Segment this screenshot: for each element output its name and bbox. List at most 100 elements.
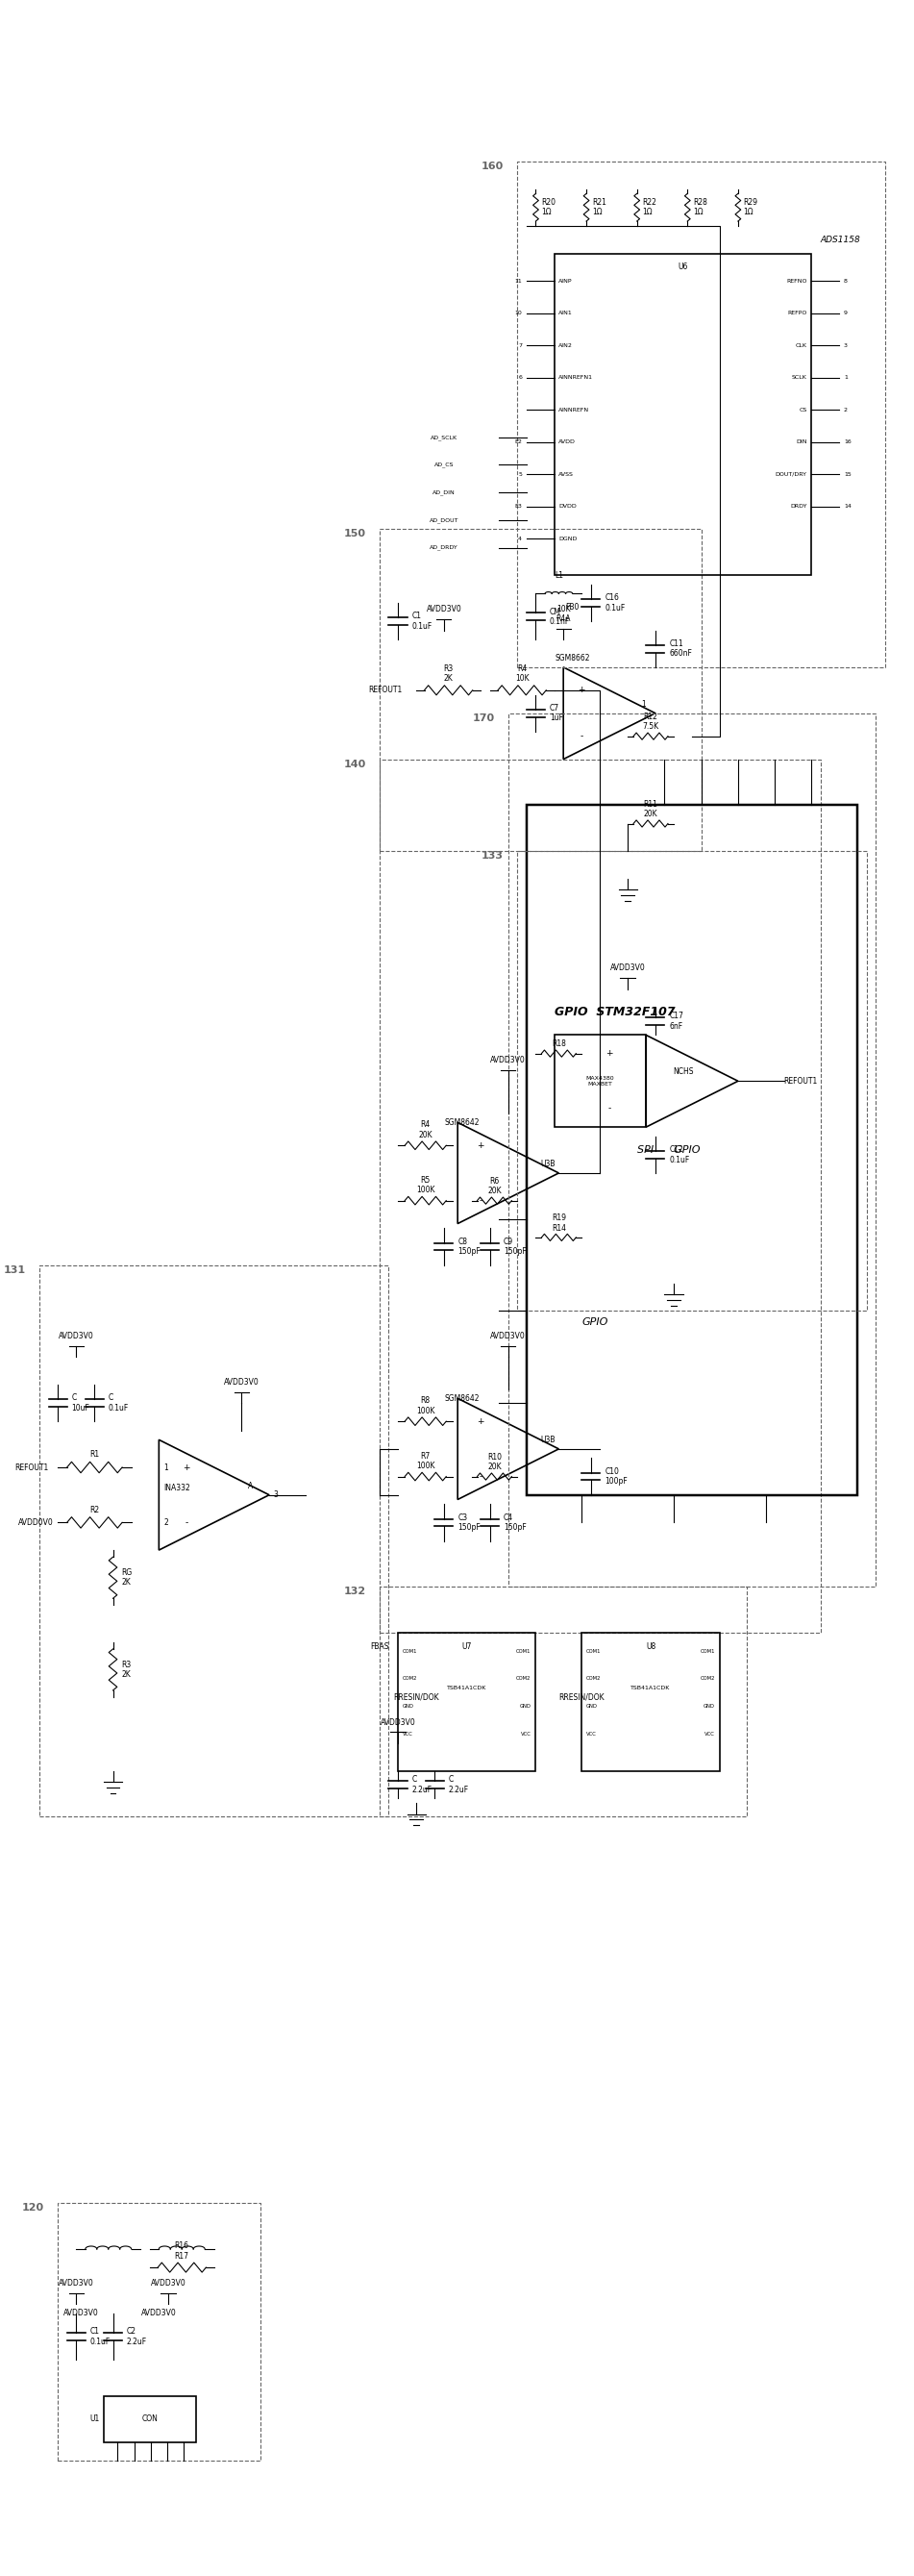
Text: TSB41A1CDK: TSB41A1CDK xyxy=(631,1685,671,1690)
Text: AVDD3V0: AVDD3V0 xyxy=(63,2308,99,2318)
Text: RG
2K: RG 2K xyxy=(122,1569,132,1587)
Text: FB0: FB0 xyxy=(566,603,579,611)
Text: 14: 14 xyxy=(844,505,851,507)
Text: REFPO: REFPO xyxy=(787,312,807,317)
Text: 10K
R4A: 10K R4A xyxy=(556,605,571,623)
Text: GND: GND xyxy=(704,1705,715,1708)
Bar xyxy=(379,528,701,850)
Text: CM
0.1nF: CM 0.1nF xyxy=(549,608,570,626)
Text: C2
2.2uF: C2 2.2uF xyxy=(127,2326,147,2347)
Text: R3
2K: R3 2K xyxy=(443,665,453,683)
Text: U3B: U3B xyxy=(540,1159,556,1167)
Text: C9
150pF: C9 150pF xyxy=(504,1236,526,1257)
Text: 4: 4 xyxy=(518,536,522,541)
Text: AVDD3V0: AVDD3V0 xyxy=(58,1332,94,1340)
Text: 1: 1 xyxy=(844,376,847,379)
Text: C1
0.1uF: C1 0.1uF xyxy=(411,613,432,631)
Text: AINP: AINP xyxy=(558,278,573,283)
Text: GND: GND xyxy=(587,1705,598,1708)
Text: DOUT/DRY: DOUT/DRY xyxy=(775,471,807,477)
Text: AD_CS: AD_CS xyxy=(434,461,453,469)
Text: COM1: COM1 xyxy=(516,1649,531,1654)
Text: 5: 5 xyxy=(518,471,522,477)
Bar xyxy=(39,1265,388,1816)
Text: E3: E3 xyxy=(515,505,522,507)
Text: 2: 2 xyxy=(164,1517,168,1528)
Text: FBAS: FBAS xyxy=(370,1643,388,1651)
Text: DGND: DGND xyxy=(558,536,578,541)
Text: R7
100K: R7 100K xyxy=(416,1453,435,1471)
Text: COM1: COM1 xyxy=(700,1649,715,1654)
Text: 3: 3 xyxy=(844,343,847,348)
Text: R19
R14: R19 R14 xyxy=(551,1213,566,1231)
Text: C8
150pF: C8 150pF xyxy=(458,1236,481,1257)
Text: R3
2K: R3 2K xyxy=(122,1662,131,1680)
Text: U3B: U3B xyxy=(540,1435,556,1445)
Text: +: + xyxy=(477,1417,484,1425)
Bar xyxy=(554,1036,646,1128)
Text: 3: 3 xyxy=(274,1492,279,1499)
Text: VCC: VCC xyxy=(587,1731,597,1736)
Text: GND: GND xyxy=(402,1705,414,1708)
Text: C1
0.1uF: C1 0.1uF xyxy=(90,2326,111,2347)
Text: COM2: COM2 xyxy=(402,1677,418,1682)
Text: AVDD3V0: AVDD3V0 xyxy=(224,1378,260,1386)
Text: C17
6nF: C17 6nF xyxy=(669,1012,684,1030)
Text: RRESIN/DOK: RRESIN/DOK xyxy=(393,1692,439,1703)
Text: R22
1Ω: R22 1Ω xyxy=(643,198,657,216)
Text: AVDD3V0: AVDD3V0 xyxy=(491,1332,526,1340)
Text: GPIO  STM32F107: GPIO STM32F107 xyxy=(554,1005,675,1018)
Text: 1: 1 xyxy=(642,701,646,708)
Text: AVDD3V0: AVDD3V0 xyxy=(426,605,462,613)
Text: 10: 10 xyxy=(515,312,522,317)
Text: A: A xyxy=(249,1481,253,1489)
Text: 1: 1 xyxy=(164,1463,168,1471)
Text: COM2: COM2 xyxy=(587,1677,601,1682)
Text: 15: 15 xyxy=(844,471,851,477)
Text: AVDD3V0: AVDD3V0 xyxy=(58,2280,94,2287)
Text: C
2.2uF: C 2.2uF xyxy=(449,1775,469,1793)
Text: 131: 131 xyxy=(4,1265,26,1275)
Text: C11
660nF: C11 660nF xyxy=(669,639,692,657)
Bar xyxy=(554,252,812,574)
Text: GND: GND xyxy=(520,1705,531,1708)
Bar xyxy=(508,714,876,1587)
Text: R4
20K: R4 20K xyxy=(419,1121,432,1139)
Text: CLK: CLK xyxy=(795,343,807,348)
Bar xyxy=(517,162,885,667)
Text: E2: E2 xyxy=(515,440,522,443)
Text: C7
1uF: C7 1uF xyxy=(549,703,563,721)
Text: AVDD0V0: AVDD0V0 xyxy=(18,1517,53,1528)
Text: INA332: INA332 xyxy=(164,1484,191,1492)
Text: R18: R18 xyxy=(552,1041,566,1048)
Text: AVSS: AVSS xyxy=(558,471,574,477)
Text: 7: 7 xyxy=(518,343,522,348)
Bar xyxy=(581,1633,719,1770)
Text: CON: CON xyxy=(142,2414,158,2424)
Text: 6: 6 xyxy=(518,376,522,379)
Text: AD_DOUT: AD_DOUT xyxy=(430,518,459,523)
Bar xyxy=(379,1587,748,1816)
Text: C10
100pF: C10 100pF xyxy=(605,1468,628,1486)
Text: VCC: VCC xyxy=(705,1731,715,1736)
Text: 150: 150 xyxy=(344,528,366,538)
Text: SCLK: SCLK xyxy=(792,376,807,379)
Text: TSB41A1CDK: TSB41A1CDK xyxy=(447,1685,487,1690)
Text: R21
1Ω: R21 1Ω xyxy=(592,198,606,216)
Text: C12
0.1uF: C12 0.1uF xyxy=(669,1146,689,1164)
Text: NCHS: NCHS xyxy=(673,1066,693,1077)
Text: R8
100K: R8 100K xyxy=(416,1396,435,1414)
Text: AVDD3V0: AVDD3V0 xyxy=(380,1718,416,1726)
Text: R4
10K: R4 10K xyxy=(515,665,529,683)
Text: SGM8642: SGM8642 xyxy=(445,1118,480,1126)
Text: VCC: VCC xyxy=(521,1731,531,1736)
Text: AVDD3V0: AVDD3V0 xyxy=(610,963,645,974)
Text: MAX4380
MAXBET: MAX4380 MAXBET xyxy=(586,1077,614,1087)
Text: +: + xyxy=(477,1141,484,1149)
Text: 133: 133 xyxy=(482,850,504,860)
Text: 9: 9 xyxy=(844,312,847,317)
Text: C3
150pF: C3 150pF xyxy=(458,1512,481,1533)
Text: ADS1158: ADS1158 xyxy=(821,234,861,245)
Bar xyxy=(58,2202,260,2460)
Text: +: + xyxy=(579,685,585,696)
